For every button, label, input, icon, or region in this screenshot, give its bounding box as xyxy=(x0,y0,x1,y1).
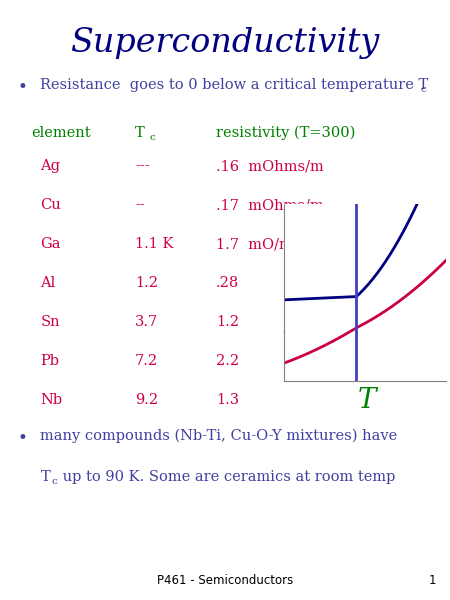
Text: 7.2: 7.2 xyxy=(135,354,158,368)
Text: c: c xyxy=(52,477,58,486)
Text: T: T xyxy=(135,126,145,140)
Text: T: T xyxy=(357,387,376,414)
Text: 1.2: 1.2 xyxy=(216,315,239,329)
Text: P461 - Semiconductors: P461 - Semiconductors xyxy=(157,574,293,587)
Text: •: • xyxy=(18,429,28,447)
Text: Pb: Pb xyxy=(40,354,59,368)
Text: Ga: Ga xyxy=(40,237,61,251)
Text: Al: Al xyxy=(40,276,56,290)
Text: up to 90 K. Some are ceramics at room temp: up to 90 K. Some are ceramics at room te… xyxy=(58,470,396,484)
Text: 1.3: 1.3 xyxy=(216,393,239,407)
Text: 9.2: 9.2 xyxy=(135,393,158,407)
Text: 1.7  mO/m: 1.7 mO/m xyxy=(216,237,293,251)
Text: many compounds (Nb-Ti, Cu-O-Y mixtures) have: many compounds (Nb-Ti, Cu-O-Y mixtures) … xyxy=(40,429,398,443)
Text: c: c xyxy=(421,85,427,94)
Text: ---: --- xyxy=(135,159,149,173)
Text: 2.2: 2.2 xyxy=(216,354,239,368)
Text: Nb: Nb xyxy=(40,393,63,407)
Text: .28: .28 xyxy=(216,276,239,290)
Text: .17  mOhms/m: .17 mOhms/m xyxy=(216,198,324,212)
Text: resistivity (T=300): resistivity (T=300) xyxy=(216,126,356,140)
Text: T: T xyxy=(40,470,50,484)
Text: --: -- xyxy=(135,198,145,212)
Text: .16  mOhms/m: .16 mOhms/m xyxy=(216,159,324,173)
Text: Res.: Res. xyxy=(284,315,335,338)
Text: Cu: Cu xyxy=(40,198,61,212)
Text: Ag: Ag xyxy=(40,159,60,173)
Text: c: c xyxy=(149,133,155,142)
Text: •: • xyxy=(18,78,28,96)
Text: element: element xyxy=(32,126,91,140)
Text: Sn: Sn xyxy=(40,315,60,329)
Text: 1: 1 xyxy=(429,574,436,587)
Text: Resistance  goes to 0 below a critical temperature T: Resistance goes to 0 below a critical te… xyxy=(40,78,429,92)
Text: Superconductivity: Superconductivity xyxy=(70,27,380,59)
Text: 3.7: 3.7 xyxy=(135,315,158,329)
Text: 1.2: 1.2 xyxy=(135,276,158,290)
Text: 1.1 K: 1.1 K xyxy=(135,237,174,251)
